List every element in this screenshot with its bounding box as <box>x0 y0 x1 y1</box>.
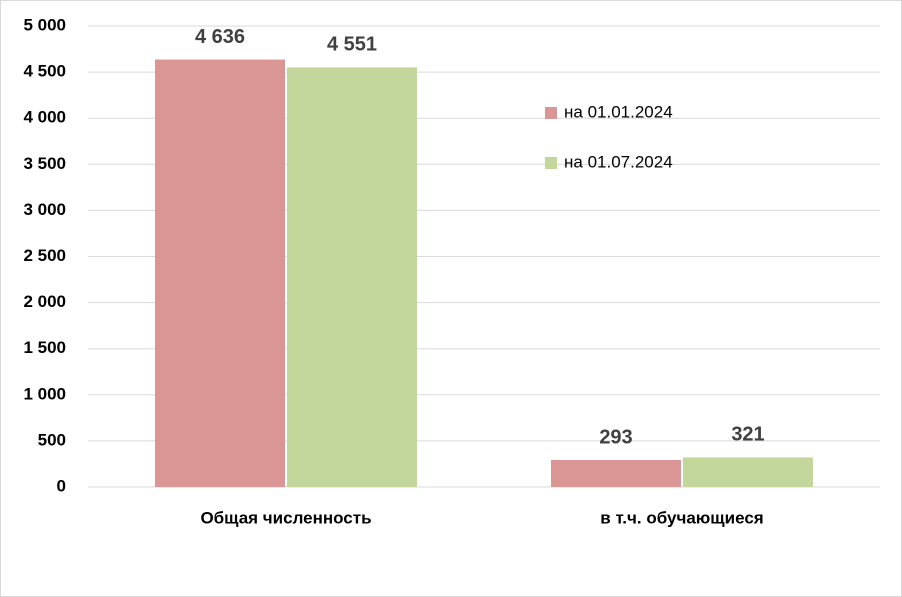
bar <box>155 59 285 488</box>
y-tick-label: 500 <box>38 430 66 449</box>
value-label: 293 <box>599 426 632 448</box>
y-tick-label: 3 500 <box>23 154 66 173</box>
bar <box>287 67 417 487</box>
y-tick-label: 2 500 <box>23 246 66 265</box>
value-label: 321 <box>731 424 764 446</box>
y-tick-label: 3 000 <box>23 200 66 219</box>
legend-label: на 01.01.2024 <box>564 102 673 121</box>
value-label: 4 551 <box>327 34 377 56</box>
y-tick-label: 4 000 <box>23 108 66 127</box>
y-tick-label: 1 000 <box>23 384 66 403</box>
value-label: 4 636 <box>195 26 245 48</box>
legend-swatch <box>545 107 557 119</box>
x-tick-label: в т.ч. обучающиеся <box>600 508 763 527</box>
legend-label: на 01.07.2024 <box>564 152 673 171</box>
y-tick-label: 4 500 <box>23 62 66 81</box>
bar <box>551 459 681 487</box>
y-tick-label: 0 <box>57 476 66 495</box>
legend-swatch <box>545 157 557 169</box>
y-tick-label: 1 500 <box>23 338 66 357</box>
y-tick-label: 5 000 <box>23 15 66 34</box>
x-tick-label: Общая численность <box>200 508 371 527</box>
bar <box>683 457 813 487</box>
y-tick-label: 2 000 <box>23 292 66 311</box>
